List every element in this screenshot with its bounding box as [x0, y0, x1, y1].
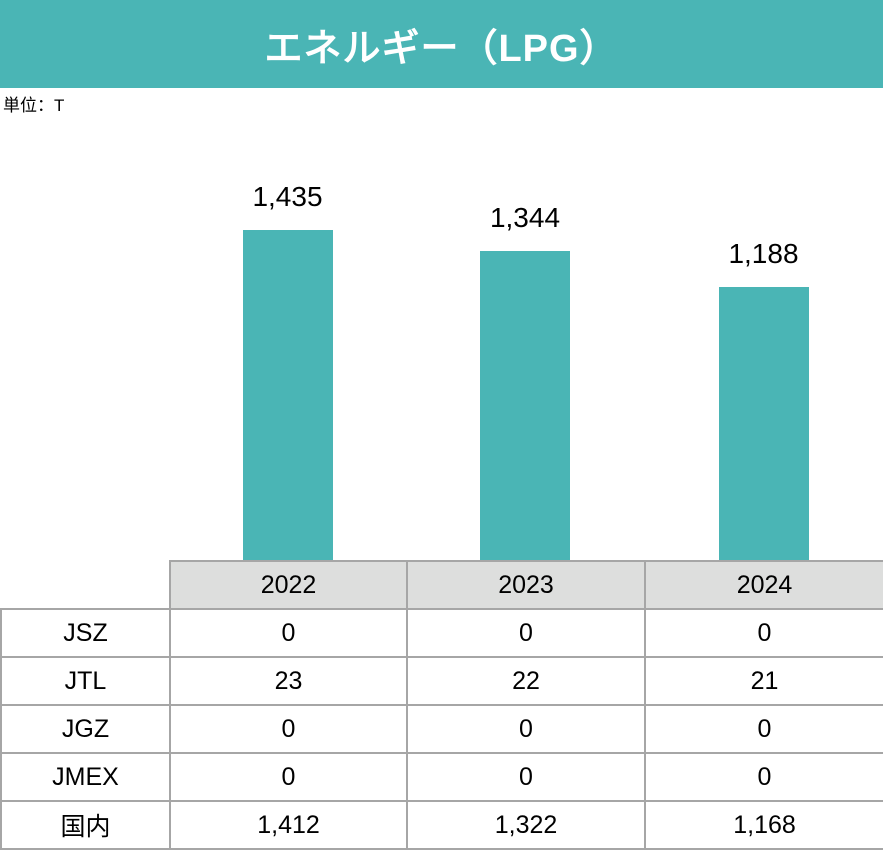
- bar-2022: [242, 230, 333, 560]
- cell-domestic-2023: 1,322: [406, 800, 646, 850]
- cell-jtl-2022: 23: [169, 656, 408, 706]
- table-row-jmex: JMEX 0 0 0: [0, 752, 883, 802]
- cell-domestic-2022: 1,412: [169, 800, 408, 850]
- bar-group-2022: 1,435: [169, 116, 406, 560]
- cell-jsz-2024: 0: [644, 608, 883, 658]
- row-label-jgz: JGZ: [0, 704, 171, 754]
- cell-jmex-2022: 0: [169, 752, 408, 802]
- table-row-jsz: JSZ 0 0 0: [0, 608, 883, 658]
- row-label-jtl: JTL: [0, 656, 171, 706]
- cell-jtl-2024: 21: [644, 656, 883, 706]
- table-row-jtl: JTL 23 22 21: [0, 656, 883, 706]
- page-title: エネルギー（LPG）: [264, 27, 619, 70]
- row-label-jsz: JSZ: [0, 608, 171, 658]
- bar-2024: [718, 287, 809, 560]
- unit-label: 単位：T: [3, 96, 65, 115]
- row-label-jmex: JMEX: [0, 752, 171, 802]
- cell-jgz-2022: 0: [169, 704, 408, 754]
- title-banner: エネルギー（LPG）: [0, 0, 883, 88]
- cell-jtl-2023: 22: [406, 656, 646, 706]
- bar-value-label-2024: 1,188: [728, 238, 799, 269]
- bar-2023: [480, 251, 570, 560]
- year-header-2022: 2022: [169, 560, 408, 610]
- table-row-domestic: 国内 1,412 1,322 1,168: [0, 800, 883, 850]
- bar-value-label-2022: 1,435: [252, 181, 323, 212]
- table-corner-cell: [1, 561, 170, 609]
- cell-jsz-2023: 0: [406, 608, 646, 658]
- year-header-2024: 2024: [644, 560, 883, 610]
- row-label-domestic: 国内: [0, 800, 171, 850]
- cell-jgz-2023: 0: [406, 704, 646, 754]
- data-table: 2022 2023 2024 JSZ 0 0 0 JTL 23 22 21 JG…: [0, 560, 883, 850]
- cell-jsz-2022: 0: [169, 608, 408, 658]
- year-header-2023: 2023: [406, 560, 646, 610]
- cell-jgz-2024: 0: [644, 704, 883, 754]
- cell-jmex-2024: 0: [644, 752, 883, 802]
- cell-jmex-2023: 0: [406, 752, 646, 802]
- cell-domestic-2024: 1,168: [644, 800, 883, 850]
- bar-group-2024: 1,188: [644, 116, 883, 560]
- table-row-jgz: JGZ 0 0 0: [0, 704, 883, 754]
- bar-value-label-2023: 1,344: [489, 202, 561, 233]
- bar-group-2023: 1,344: [406, 116, 644, 560]
- table-header-row: 2022 2023 2024: [1, 560, 883, 610]
